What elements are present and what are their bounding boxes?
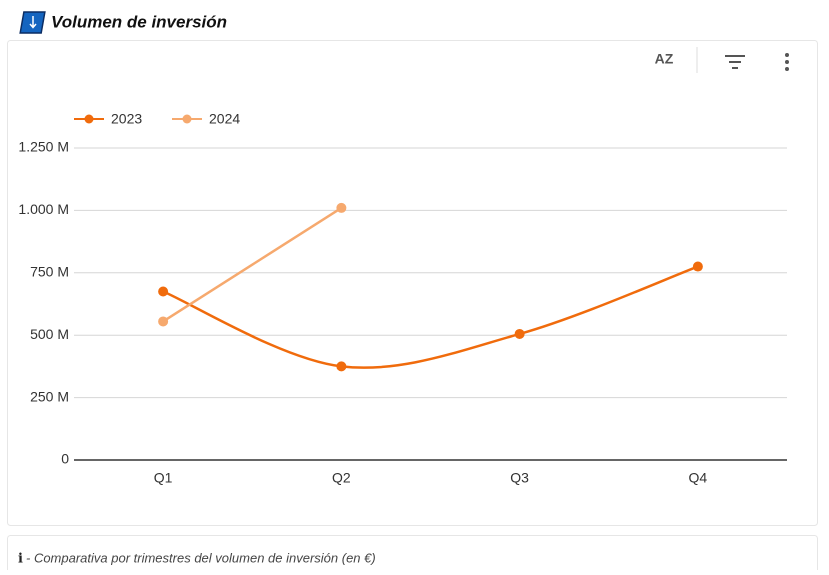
data-point <box>158 316 169 327</box>
y-tick-label: 1.000 M <box>18 201 69 217</box>
menu-button[interactable] <box>785 53 789 71</box>
title-icon-arrow <box>29 16 37 29</box>
x-tick-label: Q1 <box>154 470 173 486</box>
x-tick-label: Q4 <box>689 470 708 486</box>
series-line <box>162 206 343 323</box>
data-point <box>336 202 347 213</box>
info-icon: i <box>18 552 23 567</box>
sort-button[interactable]: AZ <box>655 51 674 67</box>
filter-button[interactable] <box>725 55 745 69</box>
plot: 0 250 M 500 M 750 M 1.000 M 1.250 M Q1 Q2 Q3 Q4 20… <box>18 111 787 486</box>
data-point <box>514 328 525 339</box>
y-tick-label: 1.250 M <box>18 139 69 155</box>
series-line <box>162 265 699 369</box>
legend-dot <box>182 114 192 124</box>
data-point <box>336 361 347 372</box>
x-tick-label: Q2 <box>332 470 351 486</box>
legend-dot <box>84 114 94 124</box>
note: - Comparativa por trimestres del volumen… <box>26 550 376 565</box>
note-card <box>7 535 818 575</box>
title: Volumen de inversión <box>51 12 227 31</box>
legend-label: 2024 <box>209 111 240 127</box>
legend-label: 2023 <box>111 111 142 127</box>
y-tick-label: 500 M <box>30 326 69 342</box>
y-tick-label: 750 M <box>30 264 69 280</box>
data-point <box>692 261 703 272</box>
chart-card <box>7 40 818 526</box>
data-point <box>158 286 169 297</box>
y-tick-label: 0 <box>61 451 69 467</box>
x-tick-label: Q3 <box>510 470 529 486</box>
y-tick-label: 250 M <box>30 388 69 404</box>
